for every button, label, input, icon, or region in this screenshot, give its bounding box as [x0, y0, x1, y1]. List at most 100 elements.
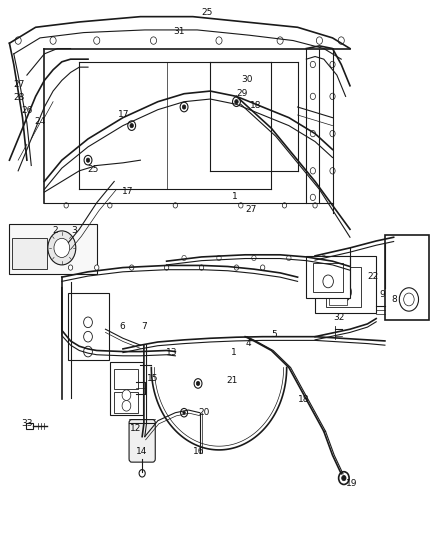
FancyBboxPatch shape	[306, 256, 350, 298]
Circle shape	[182, 105, 186, 109]
Circle shape	[287, 255, 291, 261]
Text: 29: 29	[237, 89, 248, 98]
Circle shape	[194, 378, 202, 388]
Circle shape	[150, 37, 156, 44]
Text: 22: 22	[367, 272, 379, 280]
Circle shape	[182, 255, 186, 261]
Circle shape	[95, 265, 99, 270]
Text: 1: 1	[231, 348, 237, 357]
Circle shape	[330, 131, 335, 137]
Text: 15: 15	[147, 374, 159, 383]
Text: 30: 30	[241, 75, 252, 84]
Circle shape	[313, 203, 317, 208]
Circle shape	[310, 131, 315, 137]
Circle shape	[330, 61, 335, 68]
Text: 33: 33	[21, 419, 33, 428]
Circle shape	[321, 255, 326, 261]
Circle shape	[310, 194, 315, 200]
Text: 3: 3	[71, 226, 77, 235]
Circle shape	[199, 265, 204, 270]
Circle shape	[330, 93, 335, 100]
Text: 5: 5	[272, 330, 277, 339]
Circle shape	[122, 400, 131, 411]
Circle shape	[183, 411, 185, 414]
FancyBboxPatch shape	[326, 267, 361, 307]
Circle shape	[233, 97, 240, 107]
Text: 18: 18	[297, 395, 309, 404]
FancyBboxPatch shape	[12, 238, 46, 269]
Circle shape	[310, 61, 315, 68]
Text: 27: 27	[245, 205, 257, 214]
Text: 13: 13	[166, 348, 177, 357]
Circle shape	[217, 255, 221, 261]
Text: 2: 2	[52, 226, 58, 235]
Circle shape	[234, 265, 239, 270]
Text: 28: 28	[14, 93, 25, 102]
Text: 27: 27	[14, 80, 25, 89]
Circle shape	[84, 156, 92, 165]
Circle shape	[310, 93, 315, 100]
FancyBboxPatch shape	[129, 419, 155, 462]
Circle shape	[323, 275, 333, 288]
Text: 19: 19	[346, 479, 357, 488]
Text: 25: 25	[87, 165, 99, 174]
Circle shape	[68, 265, 73, 270]
FancyBboxPatch shape	[114, 392, 138, 413]
FancyBboxPatch shape	[313, 263, 343, 292]
Text: 26: 26	[21, 106, 33, 115]
Text: 9: 9	[380, 289, 385, 298]
Circle shape	[310, 167, 315, 174]
Text: 1: 1	[232, 192, 238, 201]
Circle shape	[404, 293, 414, 306]
Circle shape	[130, 265, 134, 270]
FancyBboxPatch shape	[110, 362, 143, 415]
Text: 17: 17	[118, 110, 129, 119]
Circle shape	[336, 282, 351, 302]
Text: 21: 21	[227, 376, 238, 385]
Text: 25: 25	[201, 8, 213, 17]
Circle shape	[342, 475, 346, 481]
Circle shape	[180, 408, 187, 417]
Circle shape	[180, 102, 188, 112]
Circle shape	[283, 203, 287, 208]
Circle shape	[130, 124, 134, 128]
Circle shape	[277, 37, 283, 44]
Circle shape	[84, 346, 92, 357]
Circle shape	[164, 265, 169, 270]
FancyBboxPatch shape	[114, 368, 138, 389]
Circle shape	[216, 37, 222, 44]
Circle shape	[338, 37, 344, 44]
Circle shape	[108, 203, 112, 208]
Circle shape	[239, 203, 243, 208]
Circle shape	[54, 238, 70, 257]
Circle shape	[399, 288, 419, 311]
Text: 8: 8	[392, 295, 397, 304]
Text: 12: 12	[130, 424, 141, 433]
Circle shape	[139, 470, 145, 477]
Circle shape	[64, 203, 68, 208]
FancyBboxPatch shape	[315, 256, 376, 313]
Circle shape	[316, 37, 322, 44]
FancyBboxPatch shape	[25, 423, 32, 429]
Circle shape	[94, 37, 100, 44]
Circle shape	[252, 255, 256, 261]
Text: 16: 16	[193, 447, 204, 456]
Text: 7: 7	[141, 321, 147, 330]
Text: 31: 31	[173, 27, 185, 36]
Circle shape	[122, 390, 131, 400]
FancyBboxPatch shape	[329, 288, 347, 305]
Circle shape	[86, 158, 90, 163]
Circle shape	[84, 317, 92, 328]
Circle shape	[330, 167, 335, 174]
Circle shape	[128, 121, 136, 131]
Circle shape	[261, 265, 265, 270]
FancyBboxPatch shape	[385, 235, 428, 320]
Text: 24: 24	[35, 117, 46, 126]
Text: 20: 20	[198, 408, 209, 417]
Circle shape	[235, 100, 238, 104]
FancyBboxPatch shape	[10, 224, 97, 274]
Text: 14: 14	[136, 447, 148, 456]
Text: 17: 17	[122, 187, 134, 196]
Circle shape	[339, 472, 349, 484]
Circle shape	[196, 381, 200, 385]
